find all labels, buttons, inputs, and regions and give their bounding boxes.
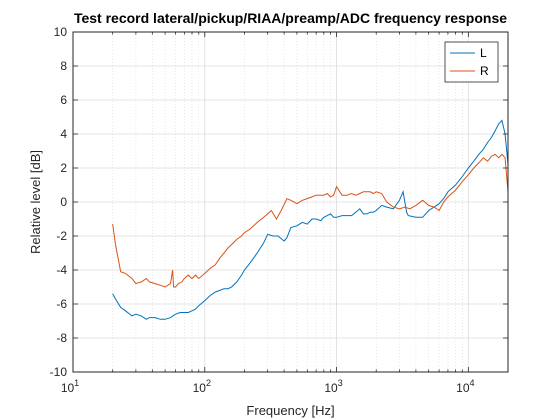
legend-box — [444, 41, 499, 83]
legend-label-L: L — [480, 46, 487, 60]
y-tick-label: -2 — [56, 229, 67, 243]
x-tick-base: 10 — [324, 381, 338, 395]
y-tick-label: -6 — [56, 297, 67, 311]
x-tick-base: 10 — [456, 381, 470, 395]
x-axis-label: Frequency [Hz] — [246, 403, 334, 418]
x-tick-exponent: 4 — [470, 378, 475, 388]
y-tick-label: -4 — [56, 263, 67, 277]
series-line-L — [112, 119, 508, 320]
y-tick-label: 0 — [60, 195, 67, 209]
x-tick-label: 102 — [193, 378, 211, 395]
x-tick-exponent: 1 — [74, 378, 79, 388]
x-tick-label: 101 — [61, 378, 79, 395]
y-tick-label: -8 — [56, 331, 67, 345]
x-tick-exponent: 3 — [338, 378, 343, 388]
legend: LR — [444, 41, 499, 83]
grid — [73, 32, 508, 372]
y-axis-label: Relative level [dB] — [28, 150, 43, 254]
y-tick-label: 2 — [60, 161, 67, 175]
y-tick-label: 8 — [60, 59, 67, 73]
legend-label-R: R — [480, 64, 489, 78]
x-tick-exponent: 2 — [206, 378, 211, 388]
series-lines — [112, 119, 508, 320]
y-tick-label: 4 — [60, 127, 67, 141]
y-tick-label: 6 — [60, 93, 67, 107]
chart-title: Test record lateral/pickup/RIAA/preamp/A… — [74, 10, 507, 26]
x-tick-base: 10 — [61, 381, 75, 395]
x-tick-base: 10 — [193, 381, 207, 395]
x-tick-label: 103 — [324, 378, 342, 395]
y-tick-label: 10 — [54, 25, 68, 39]
x-tick-label: 104 — [456, 378, 474, 395]
y-tick-label: -10 — [50, 365, 68, 379]
series-line-R — [112, 153, 508, 288]
